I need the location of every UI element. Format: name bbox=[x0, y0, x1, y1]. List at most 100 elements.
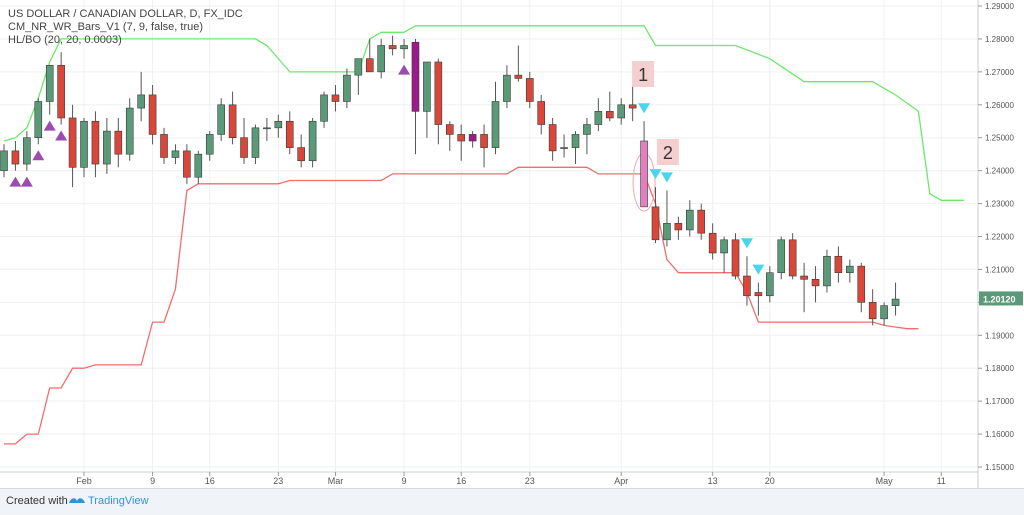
candle-body bbox=[251, 127, 260, 158]
annotation-label-2: 2 bbox=[663, 143, 673, 163]
last-price-label: 1.20120 bbox=[983, 294, 1016, 304]
candle-body bbox=[388, 45, 397, 50]
candle-body bbox=[114, 130, 123, 155]
candle-body bbox=[663, 223, 671, 241]
indicator-nr-wr-bars[interactable]: CM_NR_WR_Bars_V1 (7, 9, false, true) bbox=[8, 21, 204, 33]
time-tick-label: Mar bbox=[328, 476, 344, 486]
time-tick-label: 11 bbox=[937, 476, 946, 486]
candle-body bbox=[331, 94, 340, 102]
candle-body bbox=[228, 104, 237, 139]
time-tick-label: Apr bbox=[614, 476, 628, 486]
candle-body bbox=[148, 94, 157, 135]
signal-markers: 12 bbox=[9, 61, 765, 275]
price-tick-label: 1.19000 bbox=[985, 331, 1014, 340]
candle-body bbox=[846, 265, 854, 274]
candles bbox=[0, 35, 900, 326]
candle-body bbox=[11, 150, 20, 165]
candle-body bbox=[400, 45, 408, 50]
candle-body bbox=[560, 147, 568, 149]
candle-body bbox=[377, 45, 385, 73]
triangle-up-marker bbox=[32, 150, 45, 161]
candle-body bbox=[788, 239, 797, 277]
price-tick-label: 1.28000 bbox=[985, 35, 1014, 44]
tradingview-brand-link[interactable]: TradingView bbox=[88, 495, 149, 507]
annotation-label-1: 1 bbox=[638, 65, 648, 85]
indicator-hl-bo[interactable]: HL/BO (20, 20, 0.0003) bbox=[8, 34, 122, 46]
candle-body bbox=[537, 101, 546, 125]
candle-body bbox=[91, 120, 100, 165]
candle-body bbox=[23, 137, 31, 165]
time-tick-label: 16 bbox=[205, 476, 215, 486]
price-tick-label: 1.27000 bbox=[985, 68, 1014, 77]
chart-grid bbox=[0, 0, 978, 472]
price-chart[interactable]: 12 1.150001.160001.170001.180001.190001.… bbox=[0, 0, 1024, 488]
candle-body bbox=[766, 272, 774, 297]
candle-body bbox=[720, 239, 728, 254]
candle-body bbox=[194, 153, 203, 178]
candle-body bbox=[605, 111, 614, 119]
tradingview-logo-icon bbox=[69, 498, 85, 503]
candle-body bbox=[343, 74, 351, 102]
symbol-title[interactable]: US DOLLAR / CANADIAN DOLLAR, D, FX_IDC bbox=[8, 8, 243, 20]
price-tick-label: 1.17000 bbox=[985, 397, 1014, 406]
chart-legend: US DOLLAR / CANADIAN DOLLAR, D, FX_IDC C… bbox=[8, 8, 243, 47]
candle-body bbox=[880, 305, 888, 320]
triangle-up-marker bbox=[20, 176, 33, 187]
time-tick-label: 23 bbox=[273, 476, 283, 486]
candle-body bbox=[125, 107, 134, 155]
candle-body bbox=[0, 150, 8, 171]
candle-body bbox=[445, 124, 454, 135]
last-price-tag bbox=[979, 291, 1023, 306]
candle-body bbox=[365, 58, 374, 73]
price-tick-label: 1.23000 bbox=[985, 200, 1014, 209]
triangle-up-marker bbox=[55, 130, 68, 141]
price-tick-label: 1.18000 bbox=[985, 364, 1014, 373]
candle-body bbox=[811, 279, 820, 287]
price-tick-label: 1.21000 bbox=[985, 265, 1014, 274]
triangle-down-marker bbox=[752, 264, 765, 275]
time-tick-label: 20 bbox=[765, 476, 775, 486]
candle-body bbox=[34, 101, 43, 139]
upper-band-line bbox=[3, 25, 965, 201]
candle-body bbox=[171, 150, 180, 158]
candle-body bbox=[217, 104, 225, 135]
price-tick-label: 1.15000 bbox=[985, 463, 1014, 472]
time-tick-label: 16 bbox=[456, 476, 466, 486]
triangle-up-marker bbox=[398, 64, 411, 75]
price-tick-label: 1.26000 bbox=[985, 101, 1014, 110]
candle-body bbox=[708, 232, 717, 254]
candle-body bbox=[480, 134, 488, 148]
candle-body bbox=[274, 120, 283, 129]
candle-body bbox=[548, 124, 557, 152]
triangle-down-marker bbox=[649, 169, 662, 180]
price-tick-label: 1.25000 bbox=[985, 134, 1014, 143]
candle-body bbox=[160, 134, 168, 158]
triangle-down-marker bbox=[638, 103, 651, 114]
annotation-label-2-box bbox=[656, 139, 679, 165]
price-tick-label: 1.24000 bbox=[985, 167, 1014, 176]
time-tick-label: May bbox=[876, 476, 894, 486]
footer: Created with TradingView bbox=[0, 488, 1024, 515]
triangle-up-marker bbox=[9, 176, 22, 187]
candle-body bbox=[468, 134, 477, 142]
price-tick-label: 1.22000 bbox=[985, 233, 1014, 242]
candle-body bbox=[594, 111, 603, 125]
candle-body bbox=[651, 206, 660, 241]
candle-body bbox=[685, 209, 694, 231]
candle-body bbox=[514, 74, 523, 79]
candle-body bbox=[857, 265, 866, 303]
candle-body bbox=[674, 223, 683, 231]
candle-body bbox=[68, 117, 77, 168]
candle-body bbox=[583, 124, 591, 135]
candle-body bbox=[103, 130, 111, 165]
candle-body bbox=[354, 58, 363, 76]
candle-body bbox=[137, 94, 145, 109]
candle-body bbox=[754, 292, 763, 297]
hl-bo-bands bbox=[3, 25, 965, 445]
candle-body bbox=[411, 41, 420, 112]
annotation-label-1-box bbox=[632, 61, 655, 87]
triangle-down-marker bbox=[660, 172, 673, 183]
candle-body bbox=[823, 255, 831, 287]
candle-body bbox=[503, 74, 511, 102]
price-tick-label: 1.16000 bbox=[985, 430, 1014, 439]
